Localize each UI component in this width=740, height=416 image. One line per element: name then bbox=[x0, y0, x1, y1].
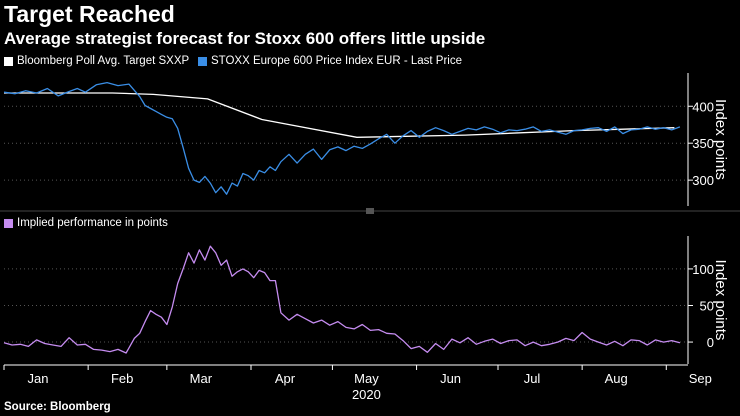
target-series-line bbox=[4, 92, 675, 138]
bottom-y-axis-title: Index points bbox=[712, 260, 729, 341]
source-note: Source: Bloomberg bbox=[4, 401, 111, 413]
x-tick-label: May bbox=[354, 371, 379, 386]
x-tick-label: Jan bbox=[28, 371, 49, 386]
legend-index: STOXX Europe 600 Price Index EUR - Last … bbox=[198, 55, 462, 67]
bottom-ytick-label: 100 bbox=[692, 262, 714, 277]
x-tick-label: Apr bbox=[275, 371, 296, 386]
top-ytick-label: 350 bbox=[692, 136, 714, 151]
legend-implied-swatch bbox=[4, 218, 13, 228]
legend-index-label: STOXX Europe 600 Price Index EUR - Last … bbox=[211, 55, 462, 67]
legend-target: Bloomberg Poll Avg. Target SXXP bbox=[4, 55, 189, 67]
bottom-ytick-label: 50 bbox=[700, 298, 714, 313]
x-tick-label: Sep bbox=[689, 371, 712, 386]
top-ytick-label: 300 bbox=[692, 173, 714, 188]
x-axis-year-label: 2020 bbox=[352, 387, 381, 402]
x-tick-label: Feb bbox=[111, 371, 133, 386]
x-tick-label: Mar bbox=[190, 371, 213, 386]
panel-resize-handle bbox=[366, 208, 374, 214]
chart-subtitle: Average strategist forecast for Stoxx 60… bbox=[4, 29, 486, 48]
index-series-line bbox=[3, 81, 681, 195]
legend-target-label: Bloomberg Poll Avg. Target SXXP bbox=[17, 55, 190, 67]
x-tick-label: Jun bbox=[440, 371, 461, 386]
legend-target-swatch bbox=[4, 56, 13, 66]
bottom-ytick-label: 0 bbox=[707, 335, 714, 350]
x-tick-label: Jul bbox=[524, 371, 541, 386]
top-ytick-label: 400 bbox=[692, 99, 714, 114]
implied-series-line bbox=[3, 245, 681, 354]
x-tick-label: Aug bbox=[605, 371, 628, 386]
legend-implied: Implied performance in points bbox=[4, 217, 168, 229]
chart-title: Target Reached bbox=[4, 1, 175, 27]
legend-index-swatch bbox=[198, 56, 207, 66]
legend-implied-label: Implied performance in points bbox=[17, 217, 168, 229]
top-y-axis-title: Index points bbox=[712, 99, 729, 180]
